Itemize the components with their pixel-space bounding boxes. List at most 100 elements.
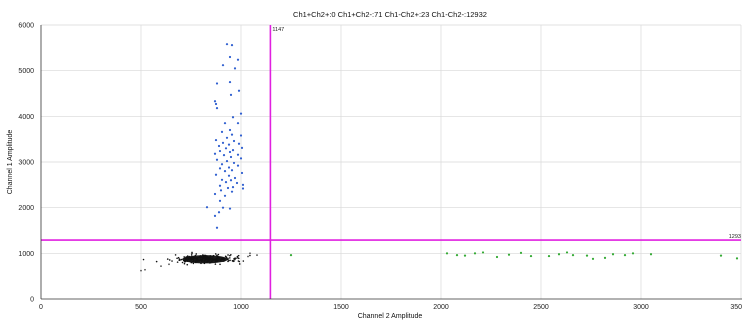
negative-droplet <box>187 256 190 259</box>
ch1-positive-droplet <box>237 142 241 145</box>
ch1-positive-droplet <box>236 58 240 61</box>
negative-droplet <box>214 263 217 265</box>
negative-droplet <box>195 260 198 262</box>
ch1-positive-droplet <box>240 146 244 149</box>
negative-droplet <box>195 253 198 255</box>
y-axis-title: Channel 1 Amplitude <box>7 130 14 195</box>
ch2-positive-droplet <box>631 252 635 255</box>
ch1-positive-droplet <box>230 133 234 136</box>
negative-droplet <box>197 259 200 262</box>
negative-droplet <box>238 260 241 263</box>
negative-droplet <box>201 259 204 262</box>
negative-droplet <box>192 262 195 265</box>
ch1-positive-droplet <box>229 179 233 182</box>
y-tick-label: 4000 <box>18 114 34 121</box>
negative-droplet <box>200 258 202 261</box>
negative-droplet <box>191 257 194 260</box>
negative-droplet <box>189 260 191 263</box>
negative-droplet <box>211 257 214 260</box>
negative-droplet <box>237 254 240 257</box>
ch1-positive-droplet <box>240 171 244 175</box>
negative-droplet <box>190 261 193 264</box>
ch2-positive-droplets <box>289 251 739 260</box>
negative-droplet <box>212 255 214 258</box>
negative-droplet-outlier <box>168 263 170 266</box>
ch1-positive-droplet <box>223 122 227 125</box>
ch1-positive-droplet <box>224 147 228 150</box>
ch2-positive-droplet <box>495 255 499 259</box>
negative-droplet <box>190 259 193 261</box>
negative-droplet <box>183 256 185 258</box>
x-tick-label: 3000 <box>633 304 649 311</box>
ch2-positive-droplet <box>719 254 723 257</box>
ch1-positive-droplet <box>228 80 232 84</box>
ch1-positive-droplet <box>205 206 209 209</box>
threshold-lines: 1147 1293 <box>41 25 741 299</box>
ch1-positive-droplet <box>214 138 218 142</box>
ch1-positive-droplet <box>229 93 233 96</box>
ch1-positive-droplet <box>217 144 221 148</box>
ch1-positive-droplet <box>226 186 230 190</box>
negative-droplet <box>206 256 209 258</box>
ch1-positive-droplet <box>231 186 235 189</box>
negative-droplet <box>179 259 181 261</box>
ch1-positive-droplet <box>218 184 222 187</box>
negative-droplet <box>227 258 229 261</box>
ch1-positive-droplet <box>241 187 245 190</box>
ch2-positive-droplet <box>455 254 459 257</box>
ch1-positive-droplet <box>214 173 218 176</box>
negative-droplet <box>185 258 188 260</box>
negative-droplet <box>186 255 189 257</box>
negative-droplet <box>194 261 197 264</box>
negative-droplet <box>223 260 225 262</box>
ch1-positive-droplet <box>228 55 232 59</box>
ch1-positive-droplet <box>233 67 237 70</box>
y-tick-label: 6000 <box>18 23 34 30</box>
y-tick-label: 1000 <box>18 251 34 258</box>
negative-droplet <box>192 258 195 261</box>
x-tick-label: 350 <box>730 304 742 311</box>
negative-droplet <box>223 257 226 260</box>
negative-droplet <box>204 255 206 258</box>
negative-droplet <box>236 255 239 258</box>
x-tick-label: 1500 <box>333 304 349 311</box>
negative-droplet <box>210 260 213 262</box>
negative-droplet <box>217 257 220 260</box>
ch1-positive-droplet <box>227 143 231 146</box>
negative-droplet <box>234 258 236 261</box>
negative-droplet <box>190 254 193 256</box>
ch1-positive-droplet <box>222 154 226 157</box>
negative-droplet <box>235 257 237 259</box>
ch1-positive-droplet <box>220 163 224 166</box>
negative-droplet <box>195 258 198 261</box>
ch1-positive-droplet <box>231 149 235 152</box>
negative-droplet <box>174 254 177 256</box>
negative-droplet <box>206 257 209 259</box>
ch2-positive-droplet <box>289 254 293 257</box>
ch1-positive-droplet <box>218 149 222 153</box>
negative-droplet <box>221 257 223 259</box>
ch1-positive-droplet <box>220 130 224 133</box>
negative-droplet-outlier <box>160 265 162 268</box>
negative-droplet <box>210 257 213 260</box>
negative-droplet <box>201 254 204 256</box>
ch1-positive-droplet <box>213 192 217 196</box>
negative-droplet <box>206 259 209 261</box>
negative-droplet <box>209 256 211 259</box>
ch1-positive-droplets <box>205 43 245 229</box>
negative-droplet <box>234 257 236 260</box>
negative-droplet <box>209 255 212 257</box>
ch1-positive-droplet <box>224 180 228 184</box>
ch1-positive-droplet <box>213 214 217 217</box>
negative-droplet-outlier <box>144 268 146 271</box>
x-tick-label: 0 <box>39 304 43 311</box>
ch2-positive-droplet <box>445 252 449 255</box>
y-tick-label: 3000 <box>18 160 34 167</box>
ch2-positive-droplet <box>463 254 467 257</box>
negative-droplet <box>242 260 245 262</box>
negative-droplet <box>142 258 145 261</box>
ch1-positive-droplet <box>217 211 221 214</box>
ch2-positive-droplet <box>591 257 595 260</box>
negative-droplet <box>227 254 229 256</box>
negative-droplet <box>189 256 192 259</box>
